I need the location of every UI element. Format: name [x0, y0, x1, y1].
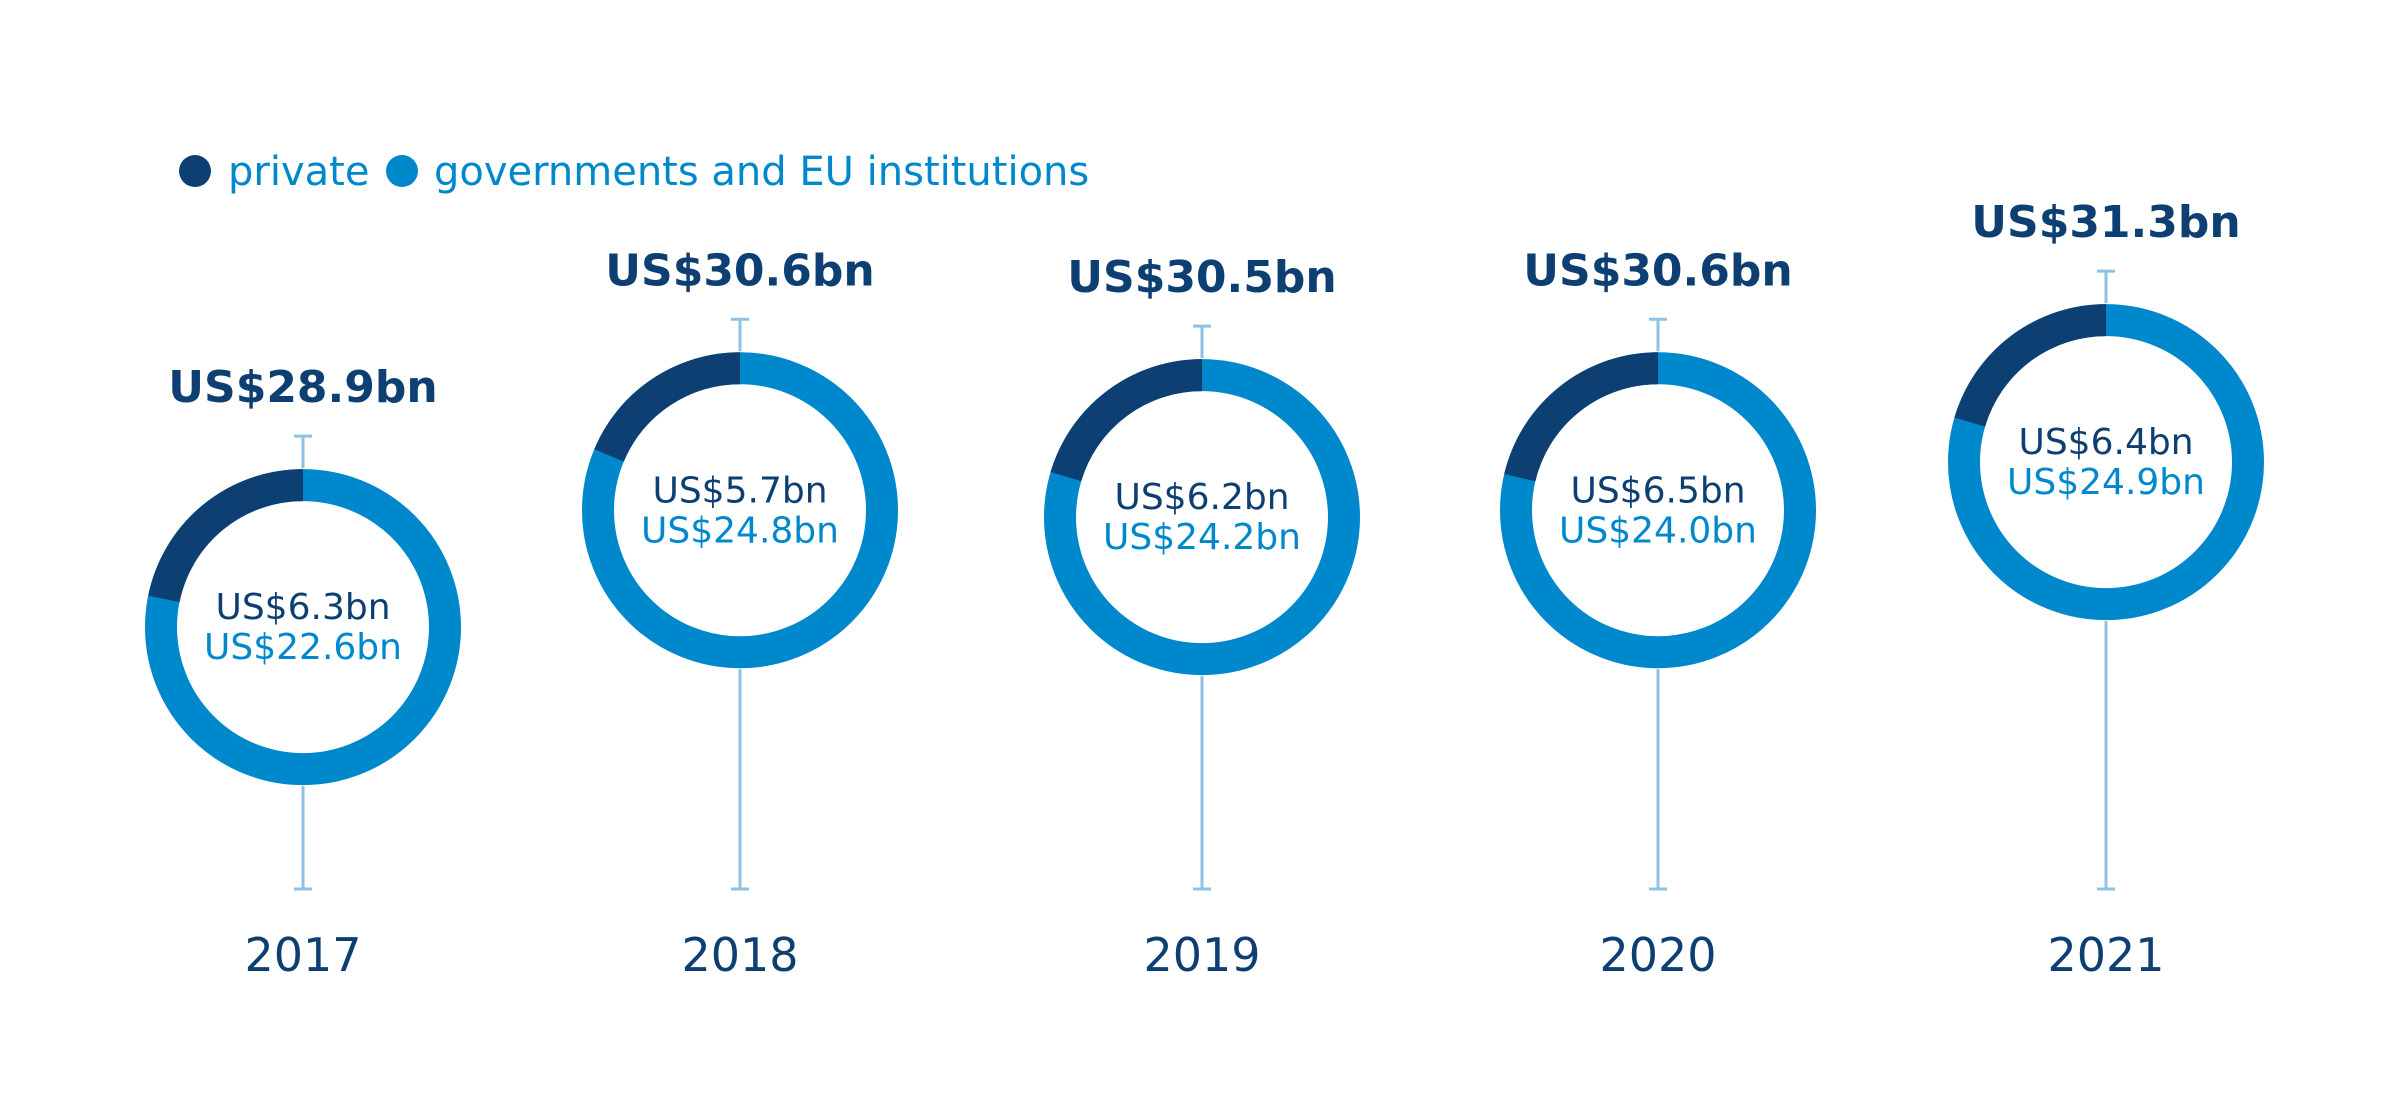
year-label: 2020 [1599, 928, 1716, 982]
legend-private-swatch [179, 155, 211, 187]
government-value-label: US$24.0bn [1559, 510, 1757, 551]
legend-government-label: governments and EU institutions [434, 149, 1089, 195]
year-label: 2021 [2047, 928, 2164, 982]
donut-slice-private [1050, 359, 1203, 482]
total-value-label: US$30.5bn [1067, 252, 1336, 303]
total-value-label: US$30.6bn [605, 245, 874, 296]
total-value-label: US$30.6bn [1523, 245, 1792, 296]
donut-background [1947, 303, 2265, 622]
donut-background [581, 351, 899, 670]
year-label: 2019 [1143, 928, 1260, 982]
government-value-label: US$22.6bn [204, 627, 402, 668]
year-label: 2017 [244, 928, 361, 982]
donut-slice-private [1504, 352, 1659, 482]
donut-slice-private [594, 352, 741, 462]
chart-columns: US$6.3bnUS$22.6bnUS$28.9bn2017US$5.7bnUS… [144, 197, 2265, 982]
legend-government-swatch [386, 155, 418, 187]
total-value-label: US$28.9bn [168, 362, 437, 413]
government-value-label: US$24.9bn [2007, 462, 2205, 503]
private-value-label: US$6.4bn [2018, 422, 2193, 463]
total-value-label: US$31.3bn [1971, 197, 2240, 248]
legend-private-label: private [228, 149, 369, 195]
donut-slice-private [148, 469, 304, 603]
legend: private governments and EU institutions [179, 149, 1089, 195]
private-value-label: US$6.2bn [1114, 477, 1289, 518]
donut-slice-private [1954, 304, 2107, 427]
donut-background [144, 468, 462, 787]
private-value-label: US$6.5bn [1570, 470, 1745, 511]
donut-background [1499, 351, 1817, 670]
year-label: 2018 [681, 928, 798, 982]
government-value-label: US$24.2bn [1103, 517, 1301, 558]
private-value-label: US$6.3bn [215, 587, 390, 628]
donut-background [1043, 358, 1361, 677]
government-value-label: US$24.8bn [641, 510, 839, 551]
private-value-label: US$5.7bn [652, 470, 827, 511]
